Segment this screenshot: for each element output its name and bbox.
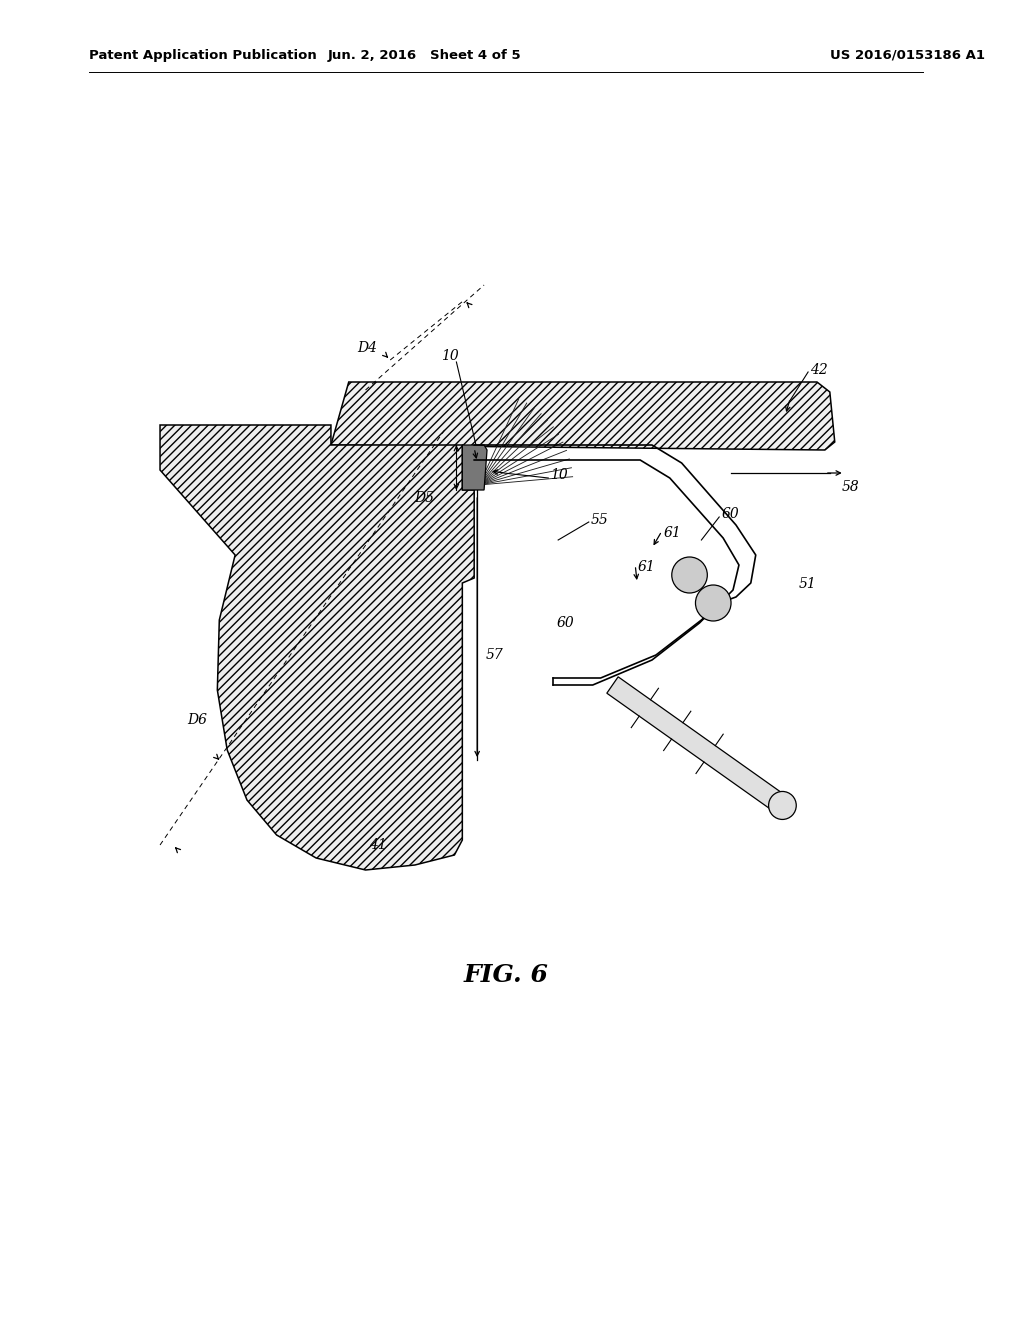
Text: 55: 55: [591, 513, 608, 527]
Text: 42: 42: [810, 363, 827, 378]
Text: D5: D5: [415, 491, 434, 506]
Text: 51: 51: [799, 577, 816, 591]
Text: US 2016/0153186 A1: US 2016/0153186 A1: [829, 49, 985, 62]
Text: 10: 10: [550, 469, 568, 482]
Text: 60: 60: [556, 616, 573, 630]
Text: 41: 41: [370, 838, 387, 851]
Text: 61: 61: [637, 560, 655, 574]
Text: Jun. 2, 2016   Sheet 4 of 5: Jun. 2, 2016 Sheet 4 of 5: [328, 49, 521, 62]
Text: 10: 10: [440, 348, 459, 363]
Circle shape: [695, 585, 731, 620]
Polygon shape: [607, 677, 788, 813]
Text: FIG. 6: FIG. 6: [464, 964, 548, 987]
Text: D4: D4: [357, 341, 378, 355]
Text: 60: 60: [721, 507, 739, 521]
Text: 57: 57: [486, 648, 504, 663]
Polygon shape: [160, 425, 474, 870]
Circle shape: [769, 792, 797, 820]
Text: 58: 58: [842, 480, 859, 494]
Polygon shape: [331, 381, 835, 450]
Circle shape: [672, 557, 708, 593]
Text: Patent Application Publication: Patent Application Publication: [89, 49, 316, 62]
Polygon shape: [462, 445, 487, 490]
Text: D6: D6: [187, 713, 208, 727]
Text: 61: 61: [664, 525, 682, 540]
